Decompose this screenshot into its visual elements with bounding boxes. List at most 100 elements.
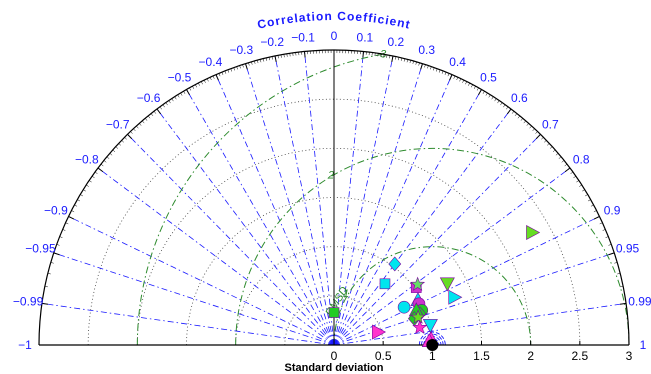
rmsd-inner-arc <box>421 333 444 345</box>
correlation-minor-tick <box>538 134 541 137</box>
correlation-minor-tick <box>218 73 221 77</box>
correlation-tick-label: 0.8 <box>573 153 590 167</box>
correlation-minor-tick <box>195 84 197 88</box>
correlation-minor-tick <box>456 77 459 81</box>
correlation-minor-tick <box>201 81 203 85</box>
correlation-minor-tick <box>582 189 585 192</box>
correlation-minor-tick <box>83 189 86 192</box>
correlation-minor-tick <box>277 55 279 59</box>
correlation-minor-tick <box>421 63 423 67</box>
correlation-line <box>274 55 335 346</box>
correlation-minor-tick <box>593 210 597 213</box>
correlation-minor-tick <box>65 222 69 225</box>
correlation-minor-tick <box>558 156 562 159</box>
correlation-minor-tick <box>433 67 435 71</box>
correlation-minor-tick <box>447 73 450 77</box>
correlation-minor-tick <box>209 77 212 81</box>
correlation-tick-label: 0.5 <box>480 70 497 84</box>
correlation-minor-tick <box>280 54 282 58</box>
std-tick-label: 1.5 <box>473 349 490 363</box>
correlation-minor-tick <box>100 163 104 167</box>
correlation-line <box>41 302 335 346</box>
correlation-tick-label: −0.1 <box>291 31 315 45</box>
correlation-minor-tick <box>227 69 230 73</box>
correlation-minor-tick <box>584 194 588 197</box>
correlation-minor-tick <box>262 58 265 62</box>
correlation-minor-tick <box>203 79 206 83</box>
std-tick-label: 2 <box>527 349 534 363</box>
correlation-minor-tick <box>180 92 183 96</box>
correlation-tick-label: 0 <box>331 29 338 43</box>
correlation-minor-tick <box>97 167 101 171</box>
point-triangle-right <box>448 289 463 305</box>
correlation-minor-tick <box>168 100 171 104</box>
correlation-minor-tick <box>605 236 609 238</box>
correlation-minor-tick <box>441 70 444 74</box>
correlation-line <box>245 63 335 346</box>
correlation-minor-tick <box>177 94 180 98</box>
correlation-tick <box>620 302 627 305</box>
correlation-minor-tick <box>115 146 119 149</box>
correlation-minor-tick <box>386 54 388 58</box>
correlation-minor-tick <box>608 244 612 246</box>
point-star <box>410 309 426 324</box>
correlation-minor-tick <box>406 59 408 63</box>
correlation-minor-tick <box>50 262 54 264</box>
grid-layer <box>41 51 627 346</box>
correlation-minor-tick <box>511 111 515 114</box>
correlation-minor-tick <box>576 180 579 183</box>
correlation-minor-tick <box>147 115 151 119</box>
correlation-tick-label: 0.7 <box>542 117 559 131</box>
correlation-minor-tick <box>133 128 136 132</box>
correlation-minor-tick <box>47 273 51 275</box>
correlation-tick-label: −0.3 <box>229 43 253 57</box>
correlation-tick-label: 0.4 <box>449 55 466 69</box>
correlation-minor-tick <box>552 149 556 153</box>
correlation-minor-tick <box>53 252 57 255</box>
correlation-tick-label: 1 <box>640 338 647 352</box>
correlation-minor-tick <box>523 120 526 124</box>
correlation-minor-tick <box>68 216 72 218</box>
correlation-tick-label: −0.6 <box>137 91 161 105</box>
correlation-minor-tick <box>106 156 110 159</box>
correlation-tick-label: −0.8 <box>75 153 99 167</box>
correlation-minor-tick <box>162 104 165 108</box>
std-tick-label: 0 <box>331 349 338 363</box>
correlation-minor-tick <box>142 120 145 124</box>
correlation-minor-tick <box>564 163 568 167</box>
correlation-minor-tick <box>599 222 603 225</box>
correlation-minor-tick <box>109 153 113 156</box>
correlation-minor-tick <box>620 286 624 288</box>
correlation-minor-tick <box>438 69 441 73</box>
correlation-minor-tick <box>570 171 574 174</box>
correlation-tick-label: −1 <box>18 338 32 352</box>
correlation-tick-label: −0.9 <box>44 203 68 217</box>
correlation-minor-tick <box>494 98 497 102</box>
correlation-minor-tick <box>465 81 467 85</box>
correlation-minor-tick <box>94 171 98 174</box>
correlation-minor-tick <box>532 128 535 132</box>
correlation-minor-tick <box>156 108 160 112</box>
correlation-minor-tick <box>535 131 538 134</box>
correlation-line <box>127 134 335 346</box>
correlation-minor-tick <box>130 131 133 134</box>
rmsd-contour-label: 1 <box>343 288 349 300</box>
point-triangle-down <box>422 319 438 334</box>
correlation-minor-tick <box>239 65 241 69</box>
correlation-minor-tick <box>59 236 63 238</box>
correlation-line <box>304 51 335 346</box>
data-points <box>328 225 541 351</box>
correlation-minor-tick <box>459 78 462 82</box>
correlation-tick-label: −0.4 <box>199 55 223 69</box>
correlation-minor-tick <box>418 62 420 66</box>
rmsd-contour <box>333 246 532 345</box>
correlation-minor-tick <box>71 210 75 213</box>
correlation-tick-label: −0.95 <box>25 242 56 256</box>
correlation-minor-tick <box>395 56 397 60</box>
correlation-minor-tick <box>224 70 227 74</box>
correlation-line <box>333 51 364 346</box>
correlation-minor-tick <box>56 244 60 246</box>
correlation-minor-tick <box>174 96 177 100</box>
point-square <box>328 307 340 318</box>
